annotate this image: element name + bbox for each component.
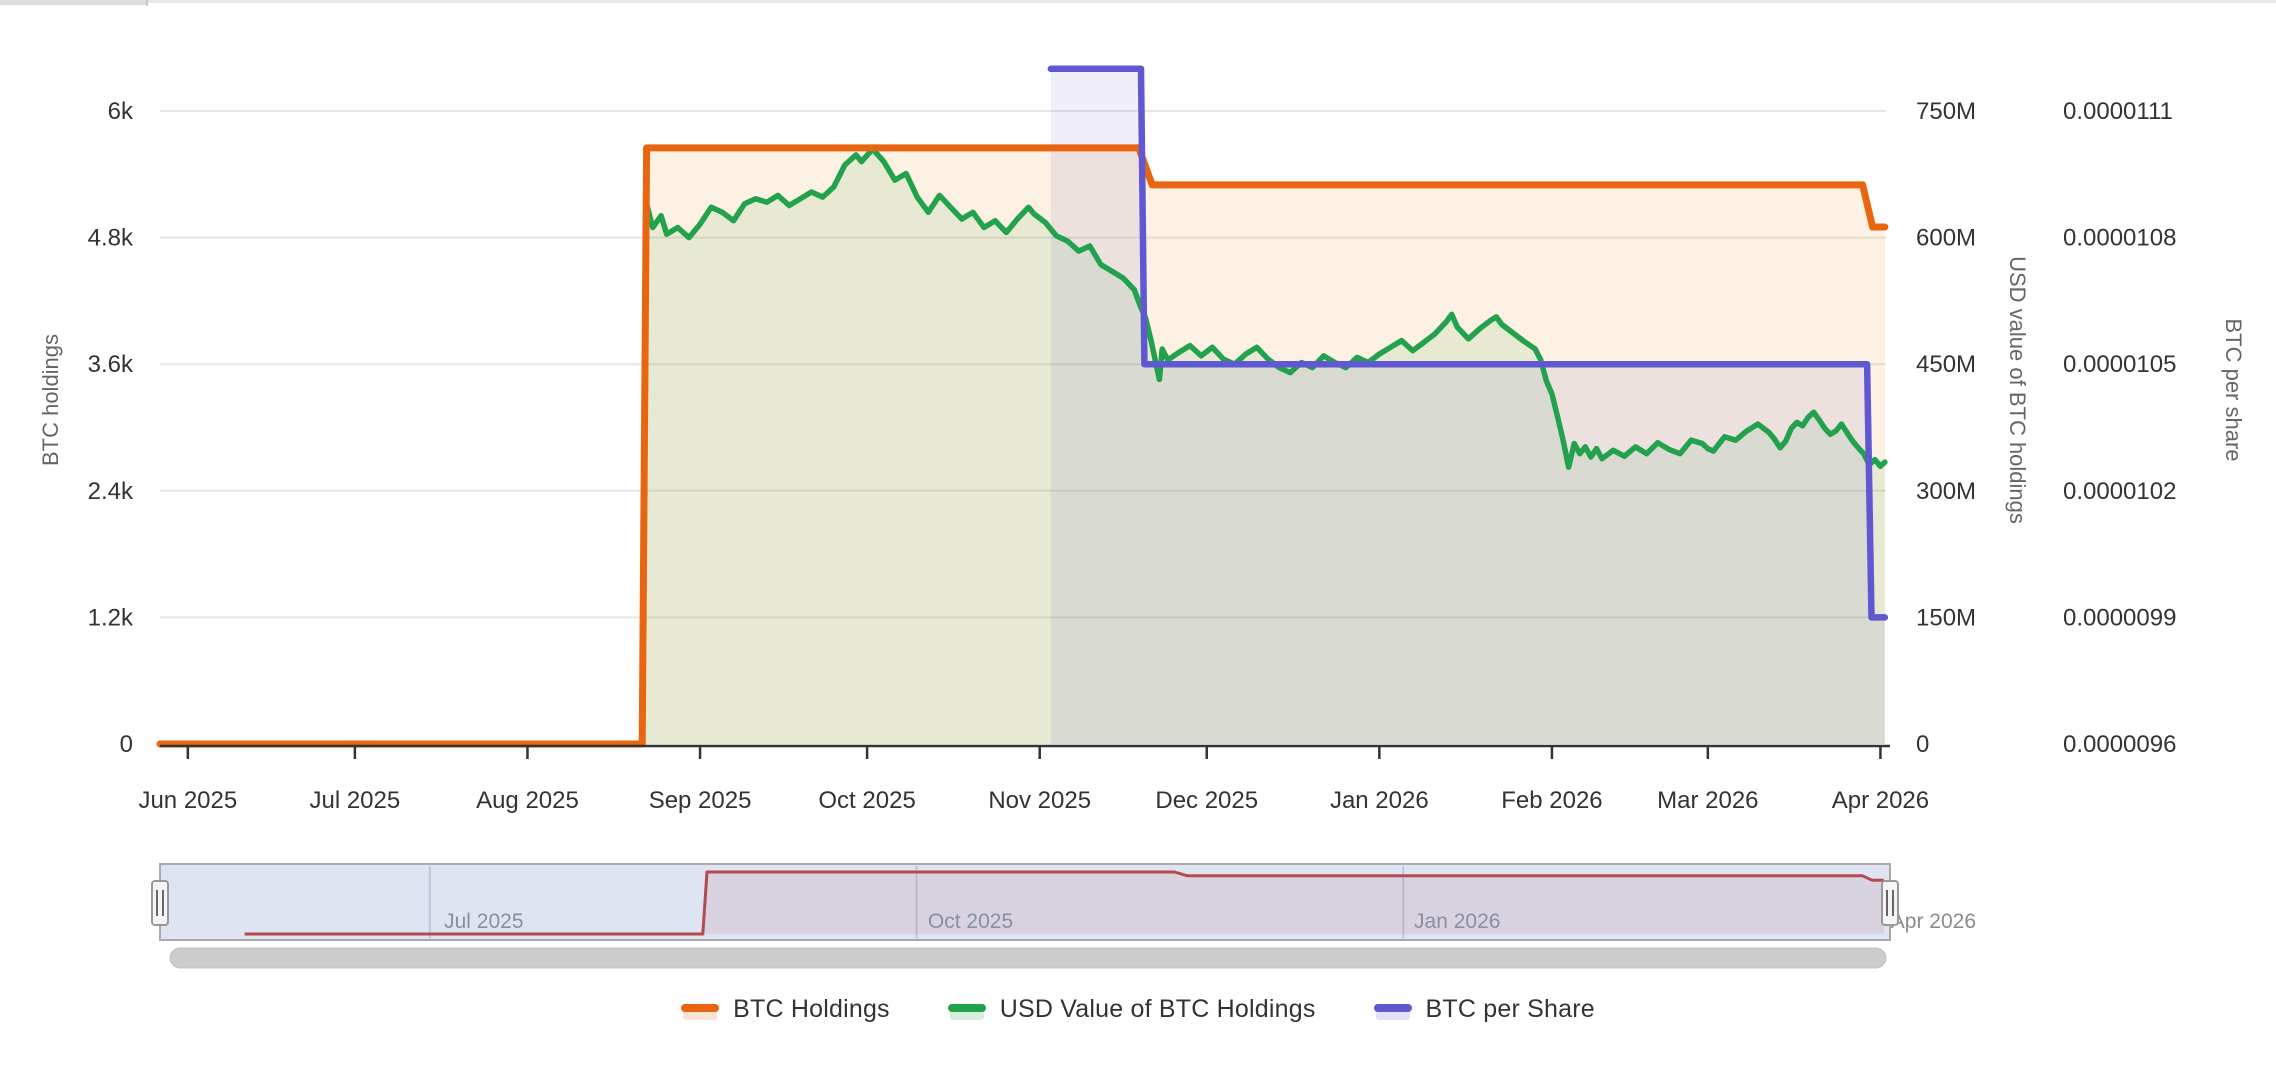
- x-axis-label: Mar 2026: [1657, 787, 1758, 814]
- y-axis-label-bps: 0.0000102: [2063, 478, 2176, 505]
- legend-line-swatch: [681, 1003, 720, 1012]
- legend-line-swatch: [1373, 1003, 1412, 1012]
- navigator: Jul 2025 Oct 2025 Jan 2026 Apr 2026: [151, 863, 1976, 969]
- legend-area-swatch: [1375, 1011, 1410, 1020]
- legend-item-label: BTC Holdings: [733, 995, 890, 1023]
- series-lines: [156, 65, 1889, 748]
- y-axis-usd-labels: 0 150M 300M 450M 600M 750M: [1916, 98, 1976, 758]
- y-axis-label-usd: 300M: [1916, 478, 1976, 505]
- navigator-left-handle-body[interactable]: [151, 880, 169, 926]
- legend-marker-btc-per-share: [1373, 999, 1412, 1021]
- navigator-left-handle[interactable]: [151, 880, 169, 926]
- y-axis-left-labels: 0 1.2k 2.4k 3.6k 4.8k 6k: [88, 98, 134, 758]
- legend-item-btc-holdings[interactable]: BTC Holdings: [681, 995, 890, 1024]
- y-axis-label-bps: 0.0000105: [2063, 351, 2176, 378]
- series-area-btc-per-share: [1050, 68, 1885, 745]
- x-axis-label: Jan 2026: [1330, 787, 1429, 814]
- series-areas: [160, 68, 1885, 745]
- stock-chart: Jun 2025 Jul 2025 Aug 2025 Sep 2025 Oct 2025…: [38, 44, 2246, 969]
- y-axis-label-left: 3.6k: [88, 351, 134, 378]
- navigator-axis-label: Jan 2026: [1414, 910, 1500, 933]
- series-line-btc-per-share[interactable]: [1047, 65, 1889, 621]
- x-axis-label: Nov 2025: [988, 787, 1091, 814]
- chart-legend: BTC Holdings USD Value of BTC Holdings BTC…: [0, 995, 2276, 1024]
- series-line-btc-holdings[interactable]: [156, 144, 1889, 748]
- navigator-axis-label: Jul 2025: [444, 910, 523, 933]
- series-area-usd-value-of-btc-holdings: [160, 149, 1885, 744]
- x-axis: Jun 2025 Jul 2025 Aug 2025 Sep 2025 Oct 2025…: [138, 744, 1929, 814]
- legend-area-swatch: [949, 1011, 984, 1020]
- y-axis-label-left: 4.8k: [88, 225, 134, 252]
- x-axis-label: Apr 2026: [1832, 787, 1929, 814]
- navigator-axis-label: Oct 2025: [928, 910, 1013, 933]
- y-axis-label-bps: 0.0000099: [2063, 604, 2176, 631]
- legend-item-btc-per-share[interactable]: BTC per Share: [1373, 995, 1595, 1024]
- x-axis-label: Aug 2025: [476, 787, 579, 814]
- y-axis-label-left: 2.4k: [88, 478, 134, 505]
- legend-item-label: BTC per Share: [1425, 995, 1595, 1023]
- series-area-btc-holdings: [160, 147, 1885, 744]
- window-top-border-segment: [0, 0, 146, 5]
- x-axis-label: Jun 2025: [138, 787, 237, 814]
- legend-marker-usd-value-of-btc-holdings: [947, 999, 986, 1021]
- x-axis-label: Jul 2025: [309, 787, 400, 814]
- navigator-scrollbar[interactable]: [169, 947, 1887, 969]
- y-axis-label-usd: 750M: [1916, 98, 1976, 125]
- navigator-right-handle-body[interactable]: [1881, 880, 1899, 926]
- legend-item-usd-value-of-btc-holdings[interactable]: USD Value of BTC Holdings: [947, 995, 1316, 1024]
- y-axis-title-btc-per-share: BTC per share: [2221, 318, 2246, 461]
- y-axis-label-usd: 150M: [1916, 604, 1976, 631]
- legend-area-swatch: [683, 1011, 718, 1020]
- gridlines: [160, 110, 1886, 619]
- navigator-series-line: [244, 870, 1884, 936]
- y-axis-label-bps: 0.0000096: [2063, 731, 2176, 758]
- y-axis-label-left: 1.2k: [88, 604, 134, 631]
- plot-area[interactable]: [160, 44, 1886, 744]
- y-axis-label-usd: 0: [1916, 731, 1929, 758]
- y-axis-title-btc-holdings: BTC holdings: [38, 334, 63, 466]
- y-axis-title-usd-value: USD value of BTC holdings: [2005, 256, 2030, 524]
- x-axis-label: Oct 2025: [818, 787, 915, 814]
- navigator-right-handle[interactable]: [1881, 880, 1899, 926]
- y-axis-label-left: 0: [120, 731, 133, 758]
- navigator-axis-label: Apr 2026: [1891, 910, 1976, 933]
- x-axis-label: Feb 2026: [1501, 787, 1602, 814]
- y-axis-bps-labels: 0.0000096 0.0000099 0.0000102 0.0000105 0.00…: [2063, 98, 2176, 758]
- legend-line-swatch: [947, 1003, 986, 1012]
- series-line-usd-value-of-btc-holdings[interactable]: [157, 146, 1888, 747]
- window-top-border: [0, 0, 2276, 3]
- legend-marker-btc-holdings: [681, 999, 720, 1021]
- y-axis-label-usd: 600M: [1916, 225, 1976, 252]
- navigator-series-area: [244, 872, 1884, 934]
- y-axis-label-bps: 0.0000108: [2063, 225, 2176, 252]
- y-axis-label-usd: 450M: [1916, 351, 1976, 378]
- y-axis-label-bps: 0.0000111: [2063, 98, 2173, 125]
- x-axis-label: Dec 2025: [1155, 787, 1258, 814]
- y-axis-label-left: 6k: [108, 98, 134, 125]
- x-axis-label: Sep 2025: [649, 787, 752, 814]
- legend-item-label: USD Value of BTC Holdings: [999, 995, 1316, 1023]
- window-top-border-notch: [146, 0, 148, 6]
